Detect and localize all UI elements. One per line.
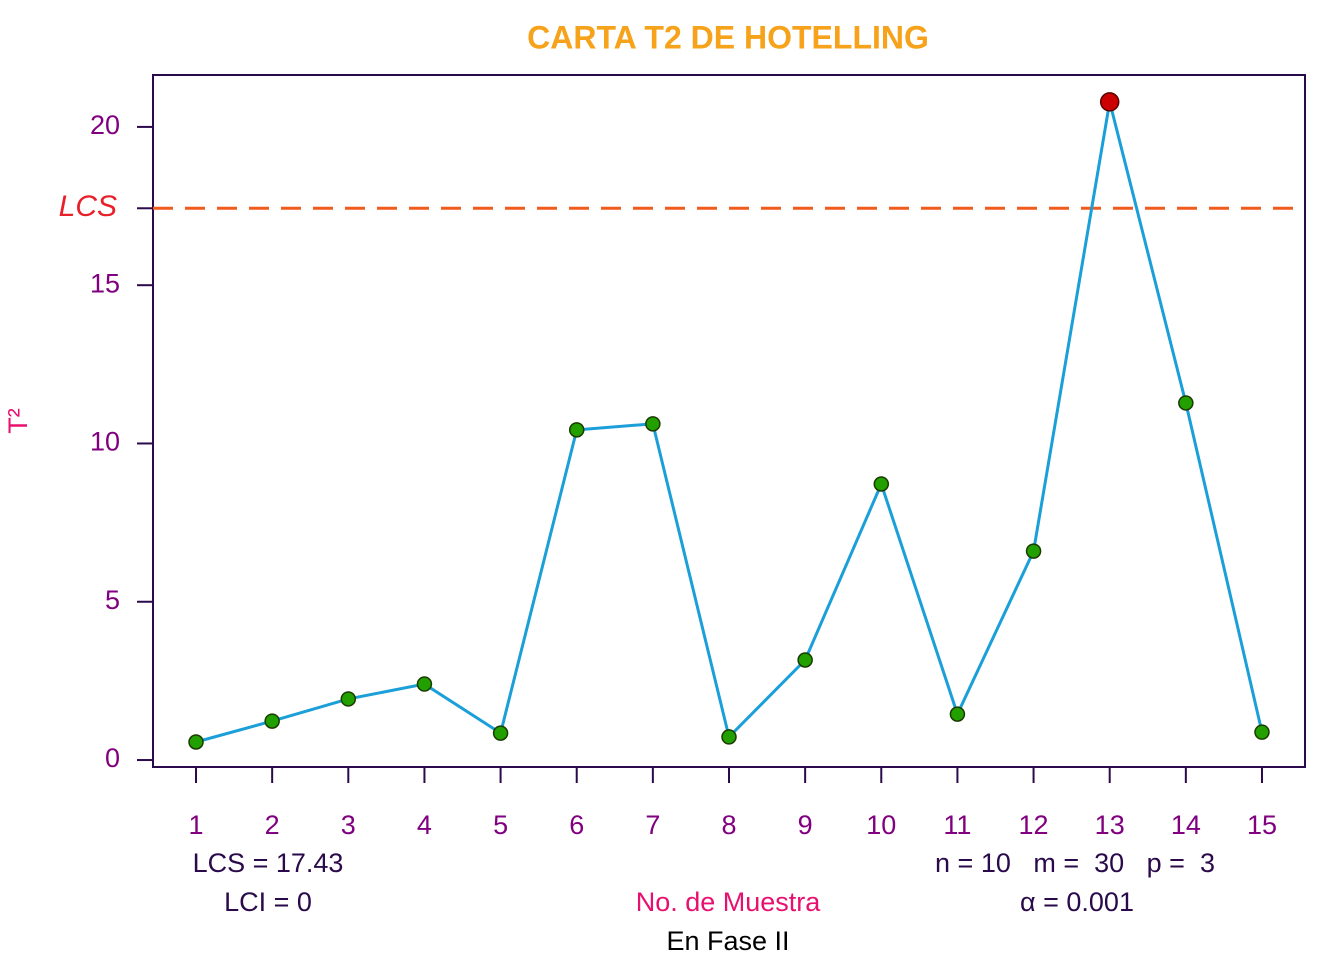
limit-label: LCS	[59, 190, 117, 223]
annotation: n = 10 m = 30 p = 3	[935, 848, 1215, 878]
x-axis-label: No. de Muestra	[636, 887, 822, 917]
data-point	[1025, 543, 1042, 559]
y-tick-label: 15	[90, 268, 120, 298]
x-tick-label: 7	[645, 810, 660, 840]
annotation: LCS = 17.43	[193, 848, 344, 878]
x-tick-label: 11	[943, 810, 971, 840]
x-tick-label: 14	[1171, 810, 1201, 840]
x-tick-label: 10	[866, 810, 896, 840]
x-tick-label: 3	[341, 810, 356, 840]
chart-title: CARTA T2 DE HOTELLING	[527, 19, 929, 55]
x-tick-label: 2	[265, 810, 280, 840]
y-axis-label: T²	[3, 408, 33, 433]
x-tick-label: 9	[798, 810, 813, 840]
data-point	[264, 713, 280, 729]
data-point	[949, 706, 966, 722]
x-tick-label: 5	[493, 810, 508, 840]
data-point	[797, 652, 813, 668]
x-tick-label: 12	[1019, 810, 1049, 840]
data-point	[1099, 92, 1120, 112]
data-point	[1178, 395, 1194, 411]
data-line	[195, 101, 1264, 744]
x-tick-label: 8	[721, 810, 736, 840]
x-tick-label: 6	[569, 810, 584, 840]
y-tick-label: 10	[90, 427, 120, 457]
data-point	[645, 416, 661, 432]
annotation: En Fase II	[666, 926, 789, 956]
y-tick-label: 20	[90, 110, 120, 140]
data-point	[568, 422, 585, 438]
x-tick-label: 4	[417, 810, 432, 840]
data-point	[416, 676, 433, 692]
data-point	[188, 734, 204, 750]
x-tick-label: 15	[1247, 810, 1277, 840]
data-point	[1254, 724, 1270, 740]
x-tick-label: 13	[1095, 810, 1125, 840]
annotation: LCI = 0	[224, 887, 312, 917]
x-tick-label: 1	[189, 810, 204, 840]
plot-frame	[152, 74, 1306, 768]
y-tick-label: 5	[105, 585, 120, 615]
data-point	[873, 476, 890, 492]
annotation: α = 0.001	[1020, 887, 1134, 917]
y-tick-label: 0	[105, 743, 120, 773]
data-point	[492, 725, 509, 741]
data-point	[340, 691, 357, 707]
data-point	[721, 729, 737, 745]
